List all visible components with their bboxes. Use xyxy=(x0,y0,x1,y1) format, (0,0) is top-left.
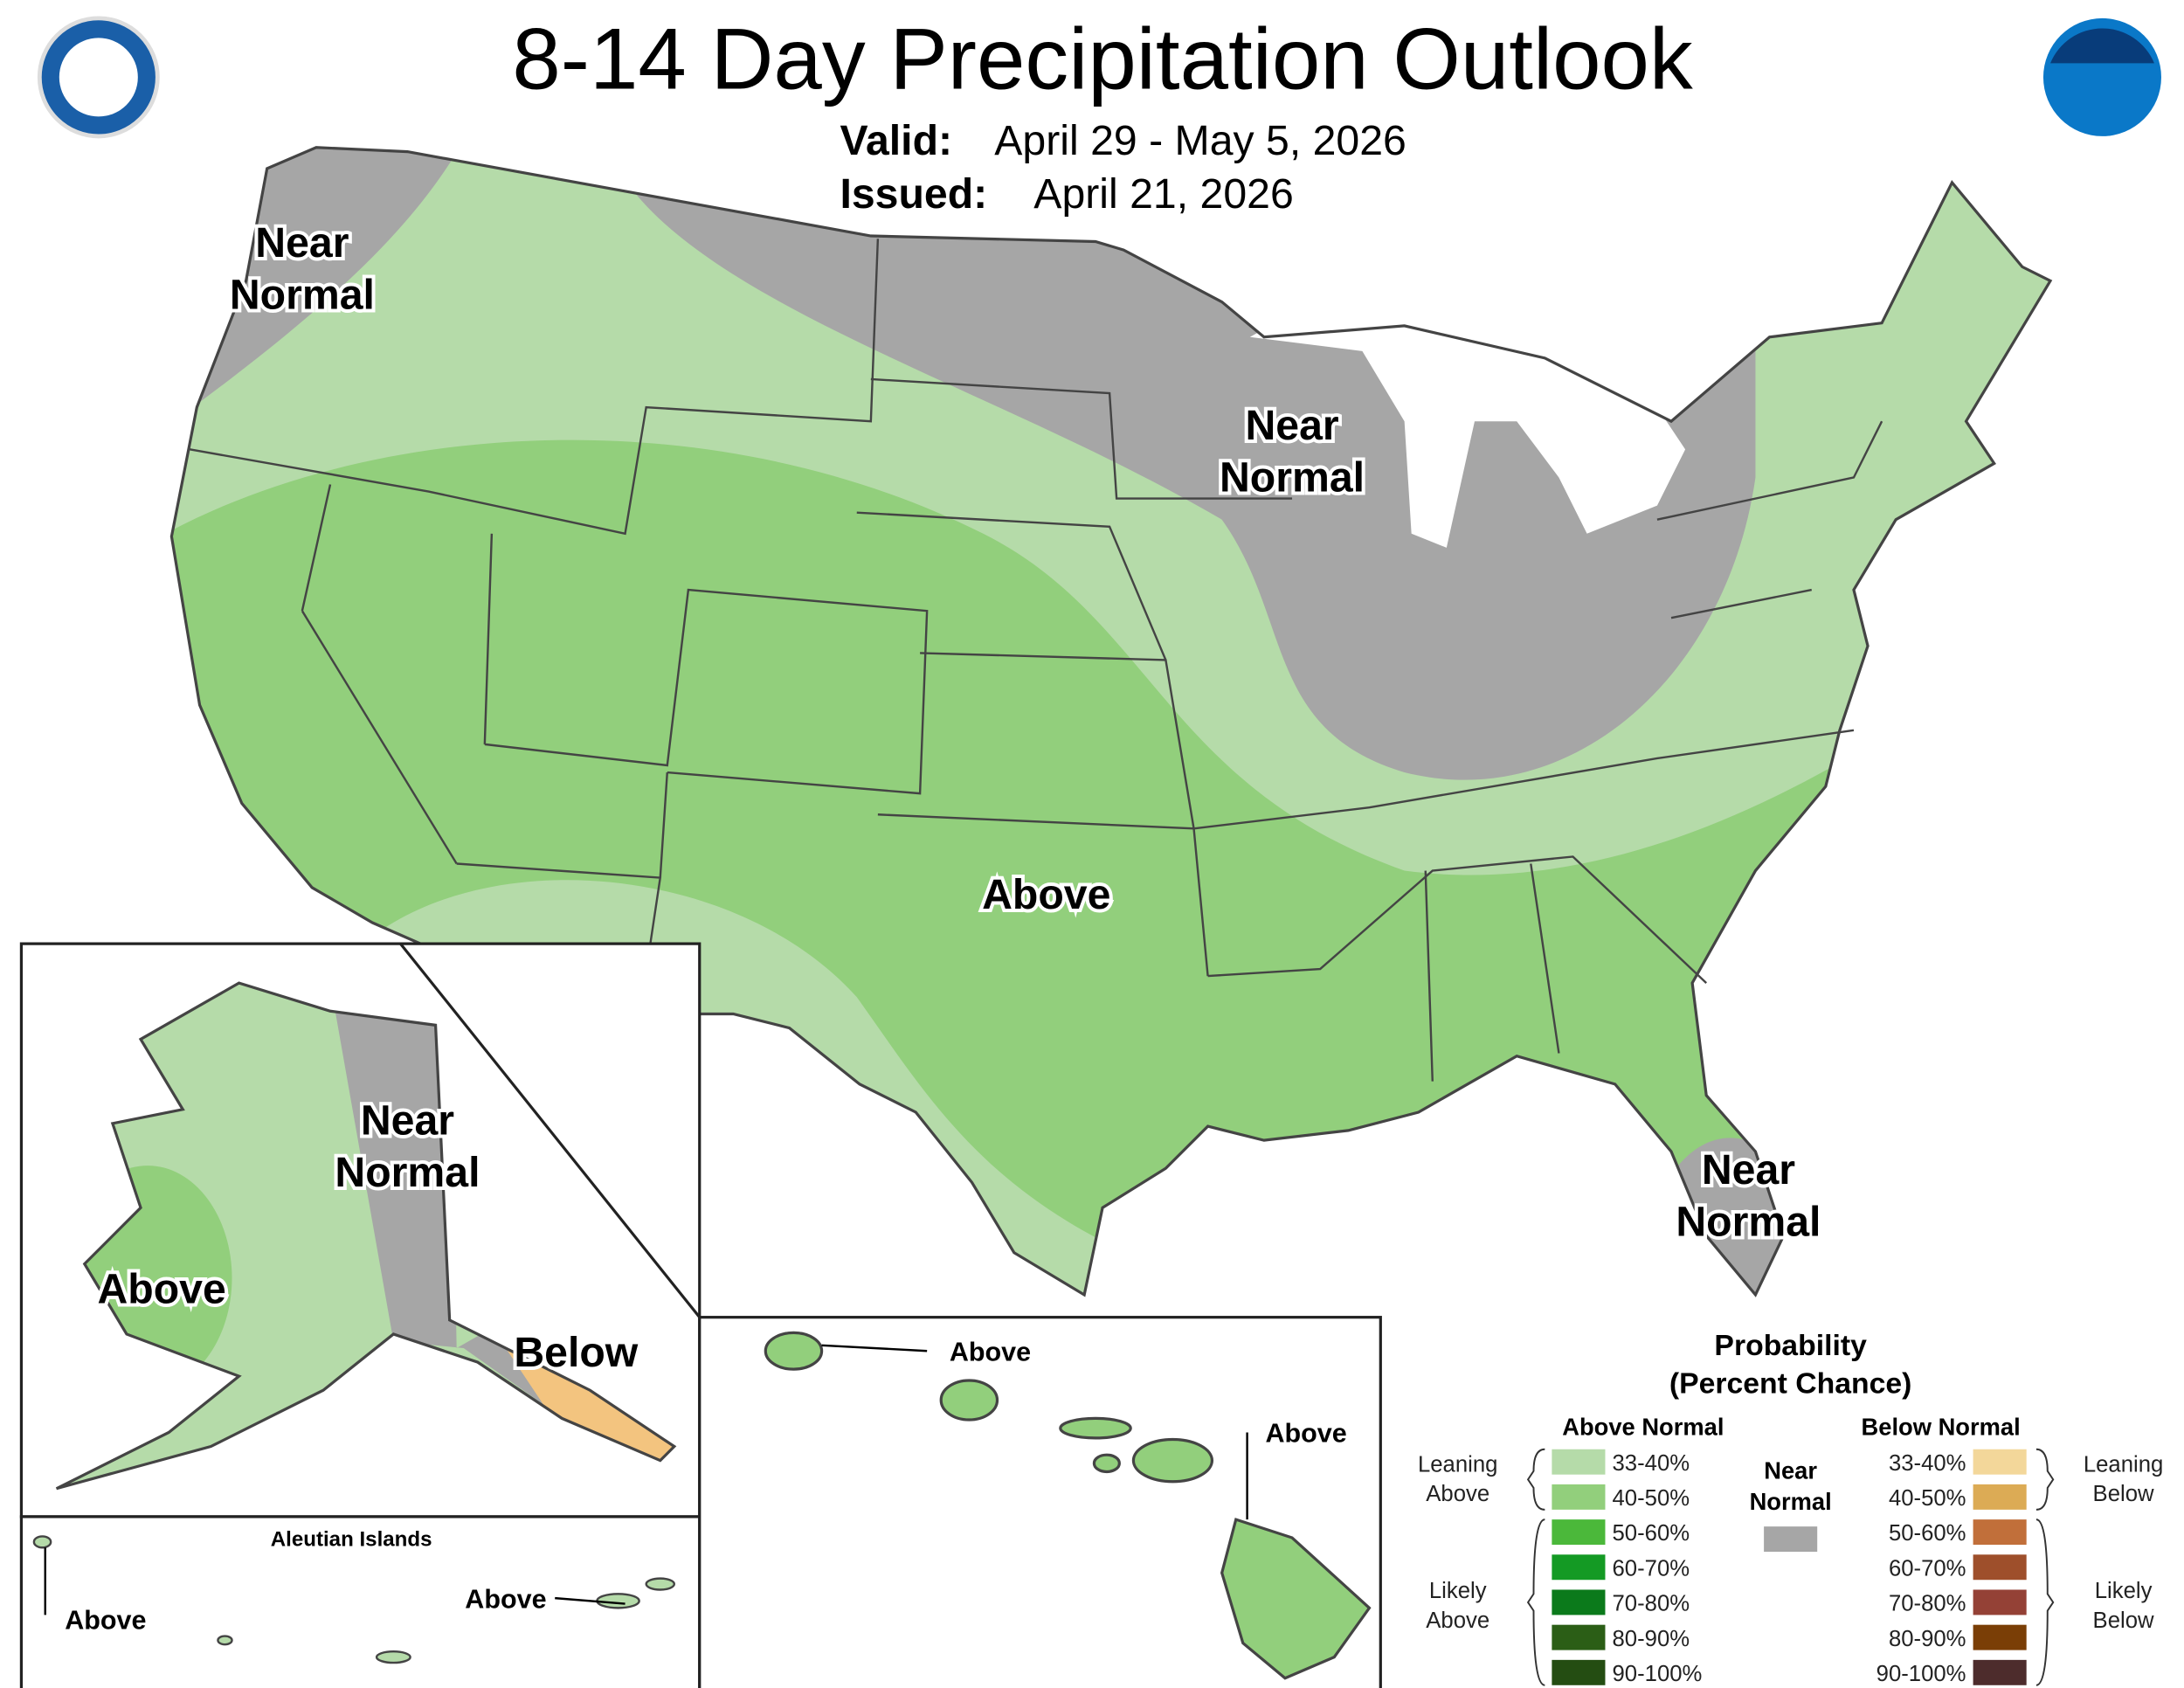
legend-swatch xyxy=(1552,1554,1606,1581)
valid-label: Valid: xyxy=(840,117,952,164)
legend-label: 33-40% xyxy=(1613,1451,1690,1476)
legend-swatch xyxy=(1973,1624,2027,1650)
aleutian-title: Aleutian Islands xyxy=(271,1528,432,1552)
inset-label: Above xyxy=(465,1584,546,1614)
legend-swatch xyxy=(1973,1589,2027,1615)
legend-bracket: Below xyxy=(2093,1608,2154,1633)
legend-label: 80-90% xyxy=(1613,1627,1690,1651)
map-label: Above xyxy=(982,871,1110,918)
legend-label: 60-70% xyxy=(1613,1556,1690,1581)
legend-bracket: Leaning xyxy=(2084,1452,2163,1477)
legend-label: 90-100% xyxy=(1876,1662,1966,1686)
state-lines xyxy=(190,239,1883,1082)
legend-bracket: Above xyxy=(1426,1482,1489,1506)
legend-label: 50-60% xyxy=(1889,1521,1966,1546)
legend-swatch xyxy=(1973,1554,2027,1581)
map-label: Near xyxy=(255,219,349,266)
legend-bracket: Likely xyxy=(2095,1579,2153,1603)
map-label: Normal xyxy=(1676,1198,1821,1245)
legend-bracket: Leaning xyxy=(1418,1452,1497,1477)
legend-near: Normal xyxy=(1750,1488,1832,1515)
legend-label: 33-40% xyxy=(1889,1451,1966,1476)
legend-label: 70-80% xyxy=(1613,1592,1690,1616)
legend-swatch xyxy=(1973,1659,2027,1685)
legend-label: 90-100% xyxy=(1613,1662,1703,1686)
legend-heading: Below Normal xyxy=(1862,1414,2021,1441)
legend-label: 70-80% xyxy=(1889,1592,1966,1616)
legend-swatch xyxy=(1973,1484,2027,1510)
legend-swatch xyxy=(1552,1484,1606,1510)
alaska-outline xyxy=(55,981,677,1491)
legend-swatch xyxy=(1973,1449,2027,1475)
title: 8-14 Day Precipitation Outlook xyxy=(512,10,1693,107)
legend-swatch xyxy=(1552,1589,1606,1615)
legend-swatch xyxy=(1552,1659,1606,1685)
map-label: Below xyxy=(514,1329,638,1376)
map-label: Above xyxy=(97,1266,225,1313)
legend-brace xyxy=(1526,1519,1545,1686)
legend-swatch xyxy=(1552,1624,1606,1650)
legend-title: Probability xyxy=(1714,1329,1867,1362)
legend-label: 60-70% xyxy=(1889,1556,1966,1581)
legend-label: 40-50% xyxy=(1613,1486,1690,1511)
aleutian-islands xyxy=(32,1535,676,1664)
issued-label: Issued: xyxy=(840,170,987,218)
legend-bracket: Above xyxy=(1426,1608,1489,1633)
below-area xyxy=(505,1348,674,1468)
legend-swatch xyxy=(1552,1449,1606,1475)
hawaii-islands xyxy=(764,1331,1372,1680)
legend-bracket: Below xyxy=(2093,1482,2154,1506)
map-label: Normal xyxy=(335,1149,480,1196)
legend-near: Near xyxy=(1764,1457,1817,1484)
issued: April 21, 2026 xyxy=(1033,170,1293,218)
doc-logo-inner xyxy=(59,38,138,117)
inset-label: Above xyxy=(1265,1419,1346,1449)
legend-heading: Above Normal xyxy=(1562,1414,1724,1441)
legend-label: 50-60% xyxy=(1613,1521,1690,1546)
legend-label: 80-90% xyxy=(1889,1627,1966,1651)
map-label: Near xyxy=(1245,402,1338,449)
legend-title: (Percent Chance) xyxy=(1669,1366,1912,1400)
noaa-logo-top xyxy=(2049,28,2154,64)
legend-brace xyxy=(2035,1448,2055,1511)
valid: April 29 - May 5, 2026 xyxy=(994,117,1406,164)
legend-brace xyxy=(1526,1448,1545,1511)
legend-swatch xyxy=(1552,1519,1606,1546)
map-label: Near xyxy=(1702,1146,1795,1193)
leader-lines xyxy=(44,1344,1248,1615)
legend-label: 40-50% xyxy=(1889,1486,1966,1511)
inset-label: Above xyxy=(65,1605,146,1635)
conus-outline xyxy=(169,146,2053,1297)
map-label: Normal xyxy=(230,272,375,319)
great-lakes xyxy=(1249,283,1686,548)
legend-swatch xyxy=(1973,1519,2027,1546)
near-normal-area xyxy=(330,983,674,1489)
map-label: Normal xyxy=(1220,454,1365,502)
legend-swatch xyxy=(1764,1526,1818,1553)
inset-label: Above xyxy=(950,1337,1031,1366)
inset-connector xyxy=(399,943,702,1318)
legend-bracket: Likely xyxy=(1429,1579,1487,1603)
map-label: Near xyxy=(361,1097,454,1145)
legend-brace xyxy=(2035,1519,2055,1686)
